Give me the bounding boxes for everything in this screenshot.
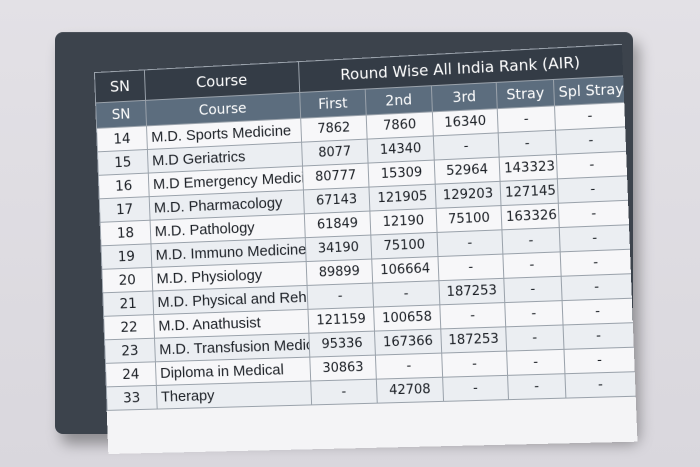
cell-first: -: [307, 283, 374, 310]
table-frame: SN Course Round Wise All India Rank (AIR…: [55, 32, 638, 455]
cell-stray: 127145: [500, 178, 559, 206]
cell-2nd: 167366: [374, 328, 442, 356]
cell-3rd: -: [437, 229, 503, 257]
cell-spl-stray: -: [558, 200, 630, 228]
cell-sn: 20: [101, 267, 153, 293]
cell-spl-stray: -: [563, 347, 636, 374]
table-body: 14 M.D. Sports Medicine 7862 7860 16340- -15 M…: [96, 102, 637, 411]
air-rank-table: SN Course Round Wise All India Rank (AIR…: [94, 44, 637, 411]
cell-2nd: 121905: [368, 184, 437, 212]
cell-first: 34190: [305, 235, 372, 262]
cell-stray: -: [498, 130, 557, 158]
cell-3rd: -: [441, 351, 508, 378]
subheader-3rd: 3rd: [431, 82, 498, 112]
subheader-first: First: [299, 89, 367, 119]
cell-first: 80777: [302, 163, 369, 190]
cell-3rd: -: [442, 375, 509, 402]
cell-stray: 143323: [499, 154, 558, 182]
cell-stray: -: [502, 251, 562, 279]
cell-stray: -: [506, 349, 565, 376]
cell-2nd: -: [375, 353, 443, 380]
cell-spl-stray: -: [556, 151, 628, 179]
cell-stray: -: [501, 227, 561, 255]
rank-table-panel: SN Course Round Wise All India Rank (AIR…: [93, 43, 638, 455]
cell-sn: 23: [104, 338, 156, 364]
cell-3rd: 75100: [436, 205, 502, 233]
cell-spl-stray: -: [564, 371, 637, 399]
cell-sn: 17: [99, 196, 151, 223]
cell-stray: -: [507, 373, 566, 400]
cell-stray: 163326: [500, 203, 560, 230]
cell-sn: 14: [96, 125, 148, 152]
cell-sn: 19: [100, 243, 152, 270]
subheader-sn: SN: [95, 100, 147, 129]
cell-stray: -: [504, 300, 564, 327]
cell-2nd: 100658: [373, 304, 441, 332]
cell-2nd: -: [372, 280, 440, 308]
cell-spl-stray: -: [560, 249, 632, 277]
subheader-stray: Stray: [496, 79, 555, 109]
cell-3rd: 52964: [434, 157, 501, 185]
cell-sn: 24: [105, 361, 157, 387]
cell-sn: 15: [97, 149, 149, 176]
cell-sn: 16: [98, 173, 150, 199]
cell-sn: 18: [100, 220, 151, 246]
cell-spl-stray: -: [554, 102, 626, 131]
cell-first: 7862: [300, 115, 368, 143]
cell-spl-stray: -: [563, 322, 635, 350]
cell-first: 30863: [309, 355, 377, 382]
cell-spl-stray: -: [557, 175, 629, 204]
cell-first: 67143: [303, 187, 370, 214]
cell-2nd: 15309: [368, 160, 436, 188]
subheader-spl-stray: Spl Stray: [553, 75, 625, 106]
cell-sn: 33: [106, 385, 158, 411]
cell-first: 95336: [308, 331, 376, 358]
cell-2nd: 106664: [371, 256, 439, 284]
cell-3rd: -: [433, 132, 500, 161]
cell-3rd: -: [439, 302, 506, 329]
cell-spl-stray: -: [555, 126, 627, 155]
cell-first: 8077: [301, 139, 369, 167]
cell-3rd: -: [437, 254, 504, 281]
cell-first: 61849: [304, 211, 371, 238]
cell-first: 121159: [307, 307, 375, 334]
cell-first: 89899: [306, 259, 373, 286]
cell-stray: -: [505, 324, 564, 352]
cell-sn: 22: [103, 314, 155, 340]
cell-2nd: 42708: [376, 377, 444, 404]
cell-spl-stray: -: [561, 273, 633, 301]
subheader-2nd: 2nd: [365, 85, 433, 116]
cell-sn: 21: [102, 291, 154, 317]
cell-spl-stray: -: [562, 298, 634, 325]
cell-3rd: 187253: [438, 278, 505, 305]
cell-stray: -: [503, 276, 563, 303]
cell-2nd: 7860: [366, 111, 434, 140]
cell-first: -: [310, 379, 378, 405]
cell-3rd: 129203: [435, 181, 501, 209]
cell-stray: -: [497, 105, 556, 133]
cell-2nd: 14340: [367, 135, 435, 164]
cell-2nd: 12190: [369, 208, 438, 236]
cell-3rd: 16340: [432, 108, 499, 136]
col-header-sn: SN: [94, 69, 146, 103]
cell-3rd: 187253: [440, 326, 507, 354]
cell-course: Therapy: [156, 381, 312, 410]
cell-2nd: 75100: [370, 232, 438, 260]
cell-spl-stray: -: [559, 224, 631, 252]
